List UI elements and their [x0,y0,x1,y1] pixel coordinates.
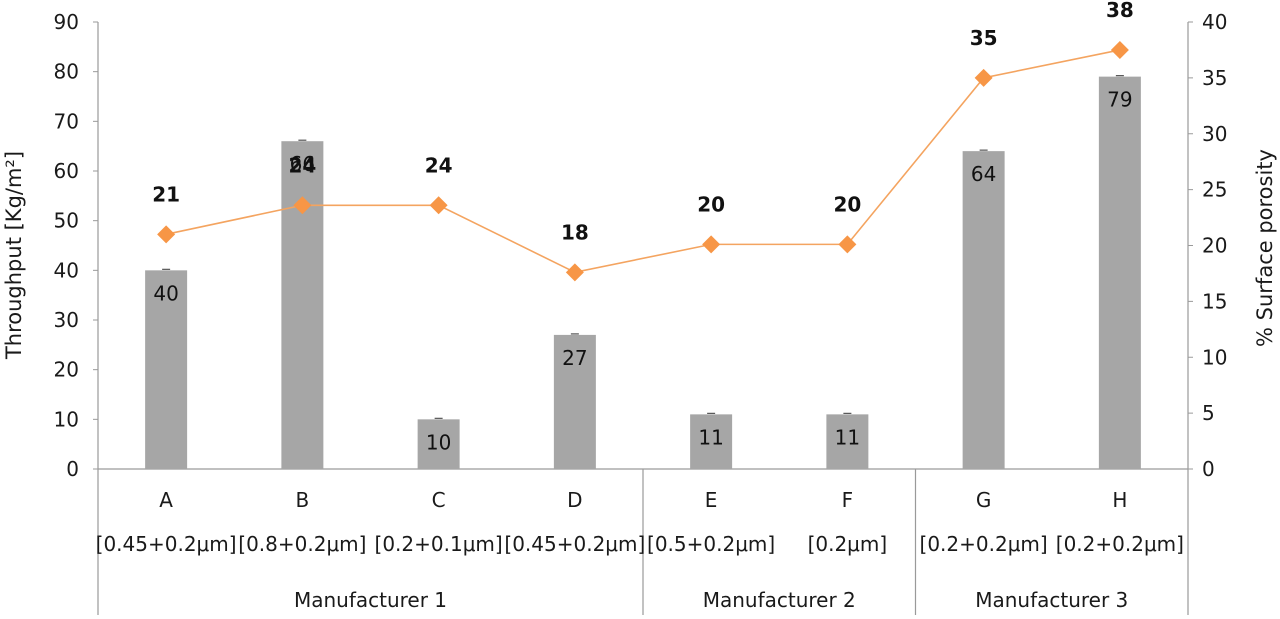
line-point [157,225,176,244]
x-subtick-label: [0.2+0.2μm] [1056,532,1184,556]
x-subtick-label: [0.45+0.2μm] [96,532,237,556]
bar [1098,76,1141,469]
y2-tick-label: 0 [1202,457,1215,481]
bar-data-label: 10 [426,430,451,454]
x-subtick-label: [0.2+0.2μm] [920,532,1048,556]
x-tick-label: F [842,488,854,512]
y-tick-label: 40 [54,258,79,282]
point-data-label: 38 [1106,0,1134,22]
line-point [702,235,721,254]
group-label: Manufacturer 1 [294,588,447,612]
point-data-label: 24 [288,153,316,177]
data-labels: 40 66 10 27 11 11 64 79 21 24 24 18 20 20 35 38 [152,0,1134,454]
x-subtick-label: [0.5+0.2μm] [647,532,775,556]
bar [553,334,596,469]
x-tick-label: C [432,488,446,512]
x-tick-label: A [159,488,173,512]
bar-data-label: 27 [562,346,587,370]
y-tick-label: 50 [54,209,79,233]
bar [281,141,324,469]
x-subtick-label: [0.45+0.2μm] [504,532,645,556]
bar [690,414,733,469]
x-tick-label: H [1112,488,1127,512]
y-tick-label: 60 [54,159,79,183]
x-tick-label: D [567,488,582,512]
y2-axis-label: % Surface porosity [1253,149,1277,347]
bar-data-label: 40 [153,281,178,305]
point-data-label: 21 [152,182,180,206]
group-label: Manufacturer 2 [703,588,856,612]
y2-tick-label: 15 [1202,289,1227,313]
x-tick-label: E [705,488,718,512]
point-data-label: 20 [833,192,861,216]
y-tick-label: 10 [54,407,79,431]
axes: Manufacturer 1 Manufacturer 2 Manufacturer… [54,10,1227,615]
line-point [293,196,312,215]
y-tick-label: 30 [54,308,79,332]
y2-tick-label: 35 [1202,66,1227,90]
x-tick-label: B [296,488,310,512]
y2-tick-label: 40 [1202,10,1227,34]
bar [962,151,1005,469]
bar [417,419,460,469]
y-tick-label: 80 [54,60,79,84]
porosity-line [165,49,1121,274]
x-subtick-label: [0.2μm] [808,532,888,556]
line-point [565,263,584,282]
x-subtick-label: [0.8+0.2μm] [238,532,366,556]
bar [826,414,869,469]
point-data-label: 35 [970,26,998,50]
point-data-label: 24 [425,153,453,177]
bar-data-label: 79 [1107,88,1132,112]
y2-tick-label: 30 [1202,122,1227,146]
x-subtick-label: [0.2+0.1μm] [375,532,503,556]
y2-tick-label: 10 [1202,345,1227,369]
y2-tick-label: 5 [1202,401,1215,425]
line-point [974,68,993,87]
line-point [838,235,857,254]
bar-data-label: 11 [835,425,860,449]
group-label: Manufacturer 3 [975,588,1128,612]
bar-series [145,75,1141,469]
y-tick-label: 70 [54,109,79,133]
line-point [1110,40,1129,59]
bar-data-label: 66 [290,152,315,176]
y-tick-label: 20 [54,358,79,382]
x-tick-label: G [976,488,992,512]
y-axis-label: Throughput [Kg/m²] [2,151,26,360]
point-data-label: 20 [697,192,725,216]
line-series [157,40,1129,282]
bar [145,270,188,469]
y2-tick-label: 20 [1202,234,1227,258]
y-tick-label: 90 [54,10,79,34]
line-point [429,196,448,215]
bar-data-label: 11 [698,425,723,449]
y-tick-label: 0 [66,457,79,481]
y2-tick-label: 25 [1202,178,1227,202]
bar-data-label: 64 [971,162,996,186]
point-data-label: 18 [561,220,589,244]
